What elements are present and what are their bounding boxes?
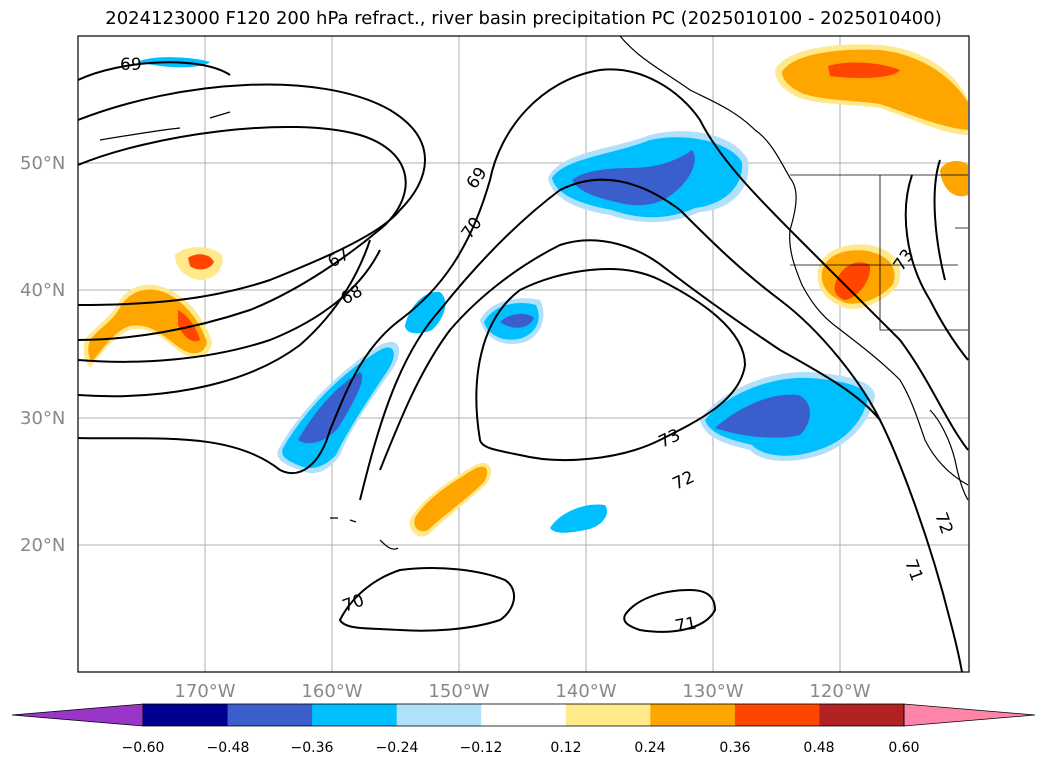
pos-blob-rockies: [940, 160, 968, 197]
colorbar-ticks: −0.60 −0.48 −0.36 −0.24 −0.12 0.12 0.24 …: [122, 740, 920, 756]
pos-blob-west-mid: [88, 289, 207, 362]
map-title: 2024123000 F120 200 hPa refract., river …: [105, 8, 942, 29]
latitude-labels: 50°N 40°N 30°N 20°N: [20, 153, 65, 556]
neg-blob-central-strong: [500, 313, 534, 328]
colorbar-tick: 0.24: [634, 740, 665, 756]
pos-band-hawaii-mid: [414, 466, 488, 532]
colorbar-extend-low: [11, 703, 144, 727]
lon-label-170w: 170°W: [174, 681, 235, 702]
contour-label: 69: [120, 55, 142, 75]
colorbar-tick: 0.12: [550, 740, 581, 756]
colorbar-tick: −0.36: [291, 740, 334, 756]
colorbar-segments: [11, 703, 1036, 727]
colorbar-segment: [143, 704, 229, 726]
colorbar-tick: −0.24: [376, 740, 419, 756]
colorbar-segment: [312, 704, 398, 726]
pos-blob-california-strong: [834, 262, 871, 300]
map-frame: [77, 35, 970, 673]
neg-blob-gulf-of-alaska-strong: [572, 150, 695, 206]
colorbar-extend-high: [903, 703, 1036, 727]
lon-label-160w: 160°W: [301, 681, 362, 702]
longitude-labels: 170°W 160°W 150°W 140°W 130°W 120°W: [174, 681, 870, 702]
colorbar-segment: [227, 704, 313, 726]
colorbar-segment: [481, 704, 567, 726]
pos-blob-hawaii-north-strong: [188, 254, 214, 270]
pos-blob-canada-mid: [782, 49, 968, 130]
pos-blob-west-strong: [178, 310, 200, 342]
colorbar-tick: 0.48: [803, 740, 834, 756]
precip-fill-regions: [83, 44, 968, 537]
colorbar-segment: [396, 704, 482, 726]
colorbar: −0.60 −0.48 −0.36 −0.24 −0.12 0.12 0.24 …: [11, 703, 1036, 756]
colorbar-tick: −0.48: [207, 740, 250, 756]
colorbar-segment: [819, 704, 905, 726]
lat-label-30n: 30°N: [20, 408, 65, 429]
neg-band-west-strong: [298, 372, 363, 444]
lat-label-20n: 20°N: [20, 535, 65, 556]
colorbar-segment: [650, 704, 736, 726]
pos-blob-canada-strong: [828, 62, 900, 78]
lon-label-140w: 140°W: [555, 681, 616, 702]
neg-blob-small-west: [405, 291, 446, 334]
lon-label-130w: 130°W: [682, 681, 743, 702]
colorbar-tick: −0.60: [122, 740, 165, 756]
colorbar-tick: 0.36: [719, 740, 750, 756]
colorbar-outline: [142, 703, 905, 727]
lon-label-120w: 120°W: [809, 681, 870, 702]
neg-blob-subtropical-east-strong: [715, 394, 810, 438]
colorbar-segment: [734, 704, 820, 726]
lat-label-40n: 40°N: [20, 280, 65, 301]
borders: [790, 174, 968, 331]
colorbar-segment: [565, 704, 651, 726]
refractivity-contours: [78, 61, 969, 672]
coastlines: [99, 36, 969, 550]
lon-label-150w: 150°W: [428, 681, 489, 702]
map-plot-area: 69 67 68 69 70 73 72 73 72 71 70 71: [78, 36, 969, 672]
colorbar-tick: 0.60: [888, 740, 919, 756]
lat-label-50n: 50°N: [20, 153, 65, 174]
contour-label: 71: [673, 613, 698, 636]
colorbar-tick: −0.12: [460, 740, 503, 756]
neg-blob-south: [550, 504, 608, 533]
